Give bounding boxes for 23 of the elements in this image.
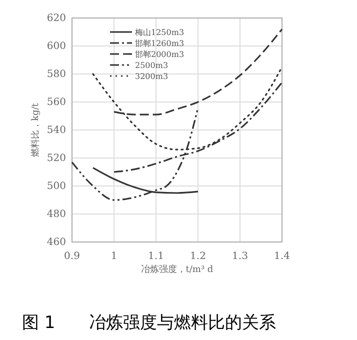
y-tick-label: 600	[46, 41, 66, 52]
x-tick-label: 1	[110, 251, 118, 262]
y-tick-label: 500	[46, 181, 66, 192]
y-tick-label: 460	[46, 237, 66, 248]
x-tick-label: 0.9	[64, 251, 80, 262]
x-tick-label: 1.4	[274, 251, 290, 262]
y-axis-title: 燃料比，kg/t	[30, 102, 41, 157]
legend-label: 3200m3	[135, 72, 168, 81]
y-tick-label: 540	[46, 125, 66, 136]
x-axis-title: 冶炼强度，t/m³ d	[140, 264, 214, 275]
y-tick-label: 520	[46, 153, 66, 164]
x-tick-label: 1.3	[232, 251, 248, 262]
y-tick-label: 480	[46, 209, 66, 220]
legend-label: 邯郸2000m3	[135, 50, 184, 59]
legend-label: 2500m3	[135, 61, 168, 70]
text: 图 1 冶炼强度与燃料比的关系	[22, 313, 276, 333]
y-tick-label: 580	[46, 69, 66, 80]
legend-label: 邯郸1260m3	[135, 39, 184, 48]
legend-label: 梅山1250m3	[134, 28, 184, 37]
y-tick-label: 620	[46, 13, 66, 24]
x-tick-label: 1.2	[190, 251, 206, 262]
x-tick-label: 1.1	[148, 251, 164, 262]
y-tick-label: 560	[46, 97, 66, 108]
